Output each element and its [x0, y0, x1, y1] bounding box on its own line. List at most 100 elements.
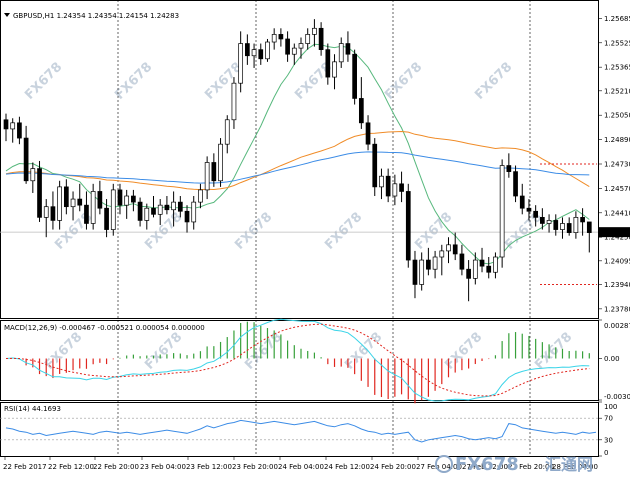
candle-body[interactable]	[218, 143, 223, 182]
candle-body[interactable]	[553, 220, 559, 230]
current-price-box	[599, 227, 630, 238]
candle-body[interactable]	[164, 204, 170, 211]
candle-body[interactable]	[432, 256, 438, 270]
candle-body[interactable]	[291, 47, 297, 55]
candle-body[interactable]	[392, 183, 398, 197]
candle-body[interactable]	[137, 201, 143, 221]
time-label: 27 Feb 20:00	[508, 463, 554, 471]
candle-body[interactable]	[519, 195, 525, 209]
candle-body[interactable]	[345, 43, 351, 55]
time-label: 22 Feb 12:00	[48, 463, 94, 471]
candle-body[interactable]	[338, 43, 344, 63]
candle-body[interactable]	[144, 207, 150, 221]
candle-body[interactable]	[245, 43, 250, 57]
candle-body[interactable]	[43, 206, 49, 218]
candle-body[interactable]	[10, 122, 16, 130]
candle-body[interactable]	[104, 207, 109, 230]
candle-body[interactable]	[30, 168, 36, 182]
candle-body[interactable]	[265, 41, 270, 60]
candle-body[interactable]	[271, 34, 277, 43]
candle-body[interactable]	[77, 198, 83, 206]
candle-body[interactable]	[191, 201, 197, 223]
candle-body[interactable]	[57, 186, 62, 221]
candle-body[interactable]	[352, 53, 357, 99]
candle-body[interactable]	[365, 122, 371, 145]
candle-body[interactable]	[412, 259, 418, 285]
candle-body[interactable]	[124, 195, 130, 206]
price-label: 1.25685	[604, 15, 630, 23]
candle-body[interactable]	[37, 168, 42, 218]
candle-body[interactable]	[399, 183, 404, 192]
candle-body[interactable]	[117, 189, 123, 206]
candle-body[interactable]	[560, 223, 565, 230]
candle-body[interactable]	[385, 175, 391, 197]
candle-body[interactable]	[540, 217, 545, 224]
candle-body[interactable]	[238, 43, 244, 84]
candle-body[interactable]	[472, 259, 478, 279]
candle-body[interactable]	[506, 165, 512, 172]
collapse-arrow-icon[interactable]	[4, 13, 10, 17]
candle-body[interactable]	[278, 34, 284, 40]
candle-body[interactable]	[285, 38, 290, 55]
candle-body[interactable]	[513, 171, 518, 197]
time-label: 23 Feb 12:00	[186, 463, 232, 471]
candle-body[interactable]	[566, 223, 572, 233]
candle-body[interactable]	[204, 162, 210, 191]
candle-body[interactable]	[211, 162, 217, 182]
candle-body[interactable]	[546, 220, 552, 224]
candle-body[interactable]	[573, 217, 579, 233]
candle-body[interactable]	[151, 207, 156, 215]
candle-body[interactable]	[298, 43, 304, 49]
candle-body[interactable]	[533, 210, 539, 218]
candle-body[interactable]	[97, 191, 103, 209]
candle-body[interactable]	[23, 137, 29, 182]
candle-body[interactable]	[479, 259, 485, 267]
candle-body[interactable]	[231, 82, 237, 121]
candle-body[interactable]	[171, 201, 176, 211]
candle-body[interactable]	[177, 201, 183, 212]
candle-body[interactable]	[70, 198, 76, 208]
candle-body[interactable]	[84, 204, 89, 224]
candle-body[interactable]	[131, 195, 136, 203]
candle-body[interactable]	[419, 259, 425, 285]
candle-body[interactable]	[305, 34, 311, 44]
candle-body[interactable]	[224, 119, 230, 145]
candle-body[interactable]	[184, 210, 190, 223]
candle-body[interactable]	[439, 250, 445, 258]
candle-body[interactable]	[3, 119, 9, 130]
candle-body[interactable]	[63, 186, 69, 208]
candle-body[interactable]	[50, 206, 56, 221]
candle-body[interactable]	[446, 244, 451, 252]
candle-body[interactable]	[526, 207, 532, 212]
candle-body[interactable]	[372, 143, 378, 188]
candle-body[interactable]	[90, 191, 96, 224]
candle-body[interactable]	[586, 221, 592, 233]
rsi-line	[5, 419, 597, 443]
candle-body[interactable]	[459, 253, 465, 270]
candle-body[interactable]	[405, 191, 411, 261]
candle-body[interactable]	[580, 217, 585, 223]
candle-body[interactable]	[493, 256, 498, 273]
candle-body[interactable]	[312, 27, 317, 35]
candle-body[interactable]	[426, 259, 431, 270]
candle-body[interactable]	[499, 165, 505, 258]
macd-tick-label: 0.00	[604, 355, 620, 363]
candle-body[interactable]	[358, 98, 364, 124]
candle-body[interactable]	[258, 49, 264, 60]
time-label: 27 Feb 12:00	[462, 463, 508, 471]
candle-body[interactable]	[251, 49, 257, 57]
candle-body[interactable]	[466, 268, 471, 279]
candle-body[interactable]	[486, 265, 492, 273]
candle-body[interactable]	[17, 122, 22, 139]
candle-body[interactable]	[452, 244, 458, 255]
candle-body[interactable]	[379, 175, 384, 188]
candle-body[interactable]	[110, 189, 116, 230]
price-label: 1.24250	[604, 234, 630, 242]
candle-body[interactable]	[318, 27, 324, 50]
candle-body[interactable]	[325, 49, 331, 78]
candle-body[interactable]	[157, 204, 163, 215]
candle-body[interactable]	[198, 189, 203, 203]
candle-body[interactable]	[332, 61, 337, 78]
